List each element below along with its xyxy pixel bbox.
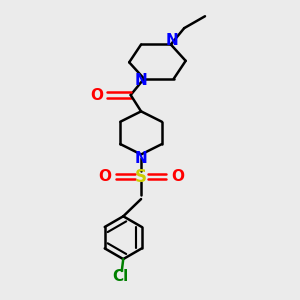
Text: N: N [166, 33, 179, 48]
Text: Cl: Cl [112, 269, 128, 284]
Text: O: O [171, 169, 184, 184]
Text: S: S [135, 168, 147, 186]
Text: O: O [90, 88, 103, 103]
Text: N: N [135, 73, 148, 88]
Text: N: N [135, 151, 148, 166]
Text: O: O [98, 169, 111, 184]
